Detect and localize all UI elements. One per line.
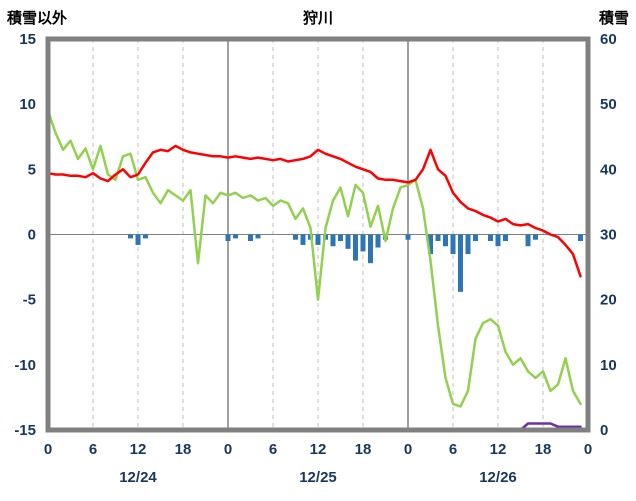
x-axis-tick: 6 [89,441,97,458]
x-axis-tick: 12 [130,441,147,458]
left-axis-tick: 15 [19,31,36,48]
precip-bar [428,234,433,255]
precip-bar [143,234,148,239]
x-axis-tick: 18 [535,441,552,458]
left-axis-tick: -10 [14,357,36,374]
precip-bar [435,234,441,242]
red-line [46,144,582,278]
left-axis-tick: 10 [19,96,36,113]
precip-bar [135,234,141,245]
x-axis-tick: 0 [584,441,592,458]
precip-bar [225,234,231,242]
date-label: 12/25 [299,469,337,486]
plot-border [45,36,591,433]
right-axis-tick: 30 [600,227,617,244]
right-axis-title: 積雪 [598,10,629,27]
precip-bar [255,234,261,239]
precip-bar [353,234,358,261]
right-axis-tick: 60 [600,31,617,48]
precip-bar [458,234,463,292]
precip-bar [450,234,456,255]
left-axis-title: 積雪以外 [7,10,68,27]
precip-bar [525,234,531,247]
precip-bar [233,234,238,239]
precip-bar [330,234,336,247]
precip-bar [293,234,298,240]
precip-bar [488,234,493,242]
date-label: 12/24 [119,469,157,486]
precip-bar [503,234,508,242]
right-axis-tick: 40 [600,161,617,178]
right-axis-tick: 0 [600,422,608,439]
precip-bar [495,234,501,247]
x-axis-tick: 12 [490,441,507,458]
x-axis-tick: 0 [44,441,52,458]
page-title: 狩川 [302,10,333,27]
left-axis-tick: -5 [23,292,36,309]
precip-bar [405,234,411,240]
date-label: 12/26 [479,469,517,486]
precip-bar [345,234,351,249]
precip-bar [533,234,538,240]
precip-bar [315,234,321,245]
precip-bar [360,234,366,252]
right-axis-tick: 20 [600,292,617,309]
x-axis-tick: 0 [224,441,232,458]
precip-bar [465,234,471,255]
precip-bar [368,234,373,264]
precip-bar [338,234,343,242]
x-axis-tick: 6 [449,441,457,458]
precip-bar [443,234,448,247]
precip-bar [578,234,583,242]
precip-bar [248,234,253,242]
x-axis-tick: 12 [310,441,327,458]
precip-bar [128,234,133,239]
precip-bar [300,234,306,245]
x-axis-tick: 0 [404,441,412,458]
x-axis-tick: 18 [355,441,372,458]
left-axis-tick: -15 [14,422,36,439]
x-axis-tick: 6 [269,441,277,458]
left-axis-tick: 0 [28,227,36,244]
x-axis-tick: 18 [175,441,192,458]
precip-bar [473,234,478,242]
right-axis-tick: 10 [600,357,617,374]
right-axis-tick: 50 [600,96,617,113]
left-axis-tick: 5 [28,161,36,178]
precip-bar [375,234,381,248]
